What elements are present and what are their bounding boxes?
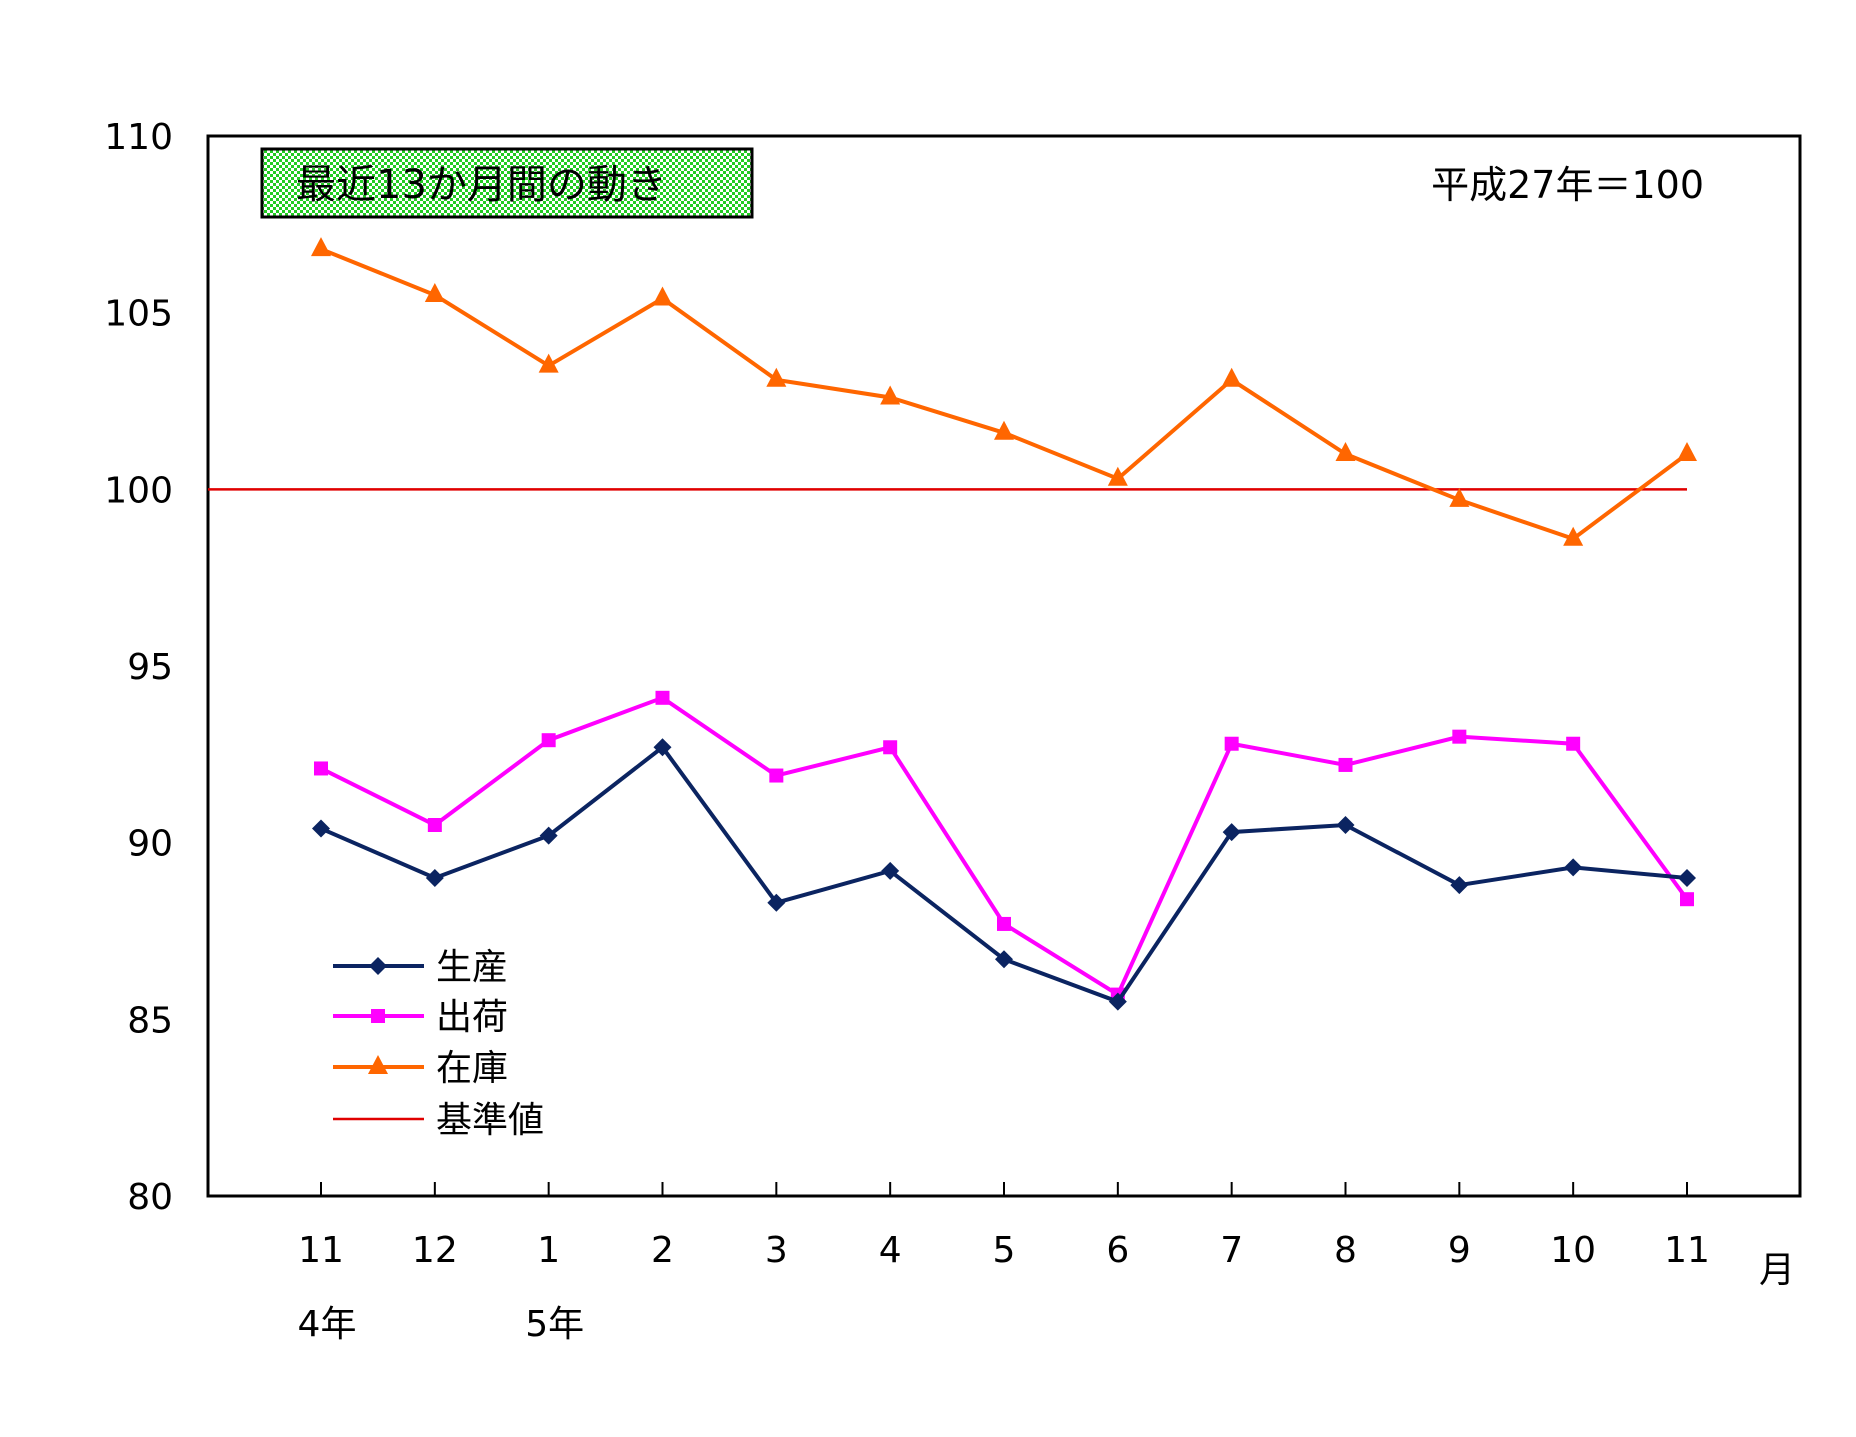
y-tick-label: 95 (127, 647, 173, 688)
data-point-diamond (369, 957, 387, 975)
x-axis-label: 月 (1759, 1250, 1795, 1291)
data-point-triangle (538, 353, 559, 373)
year-label: 4年 (298, 1304, 357, 1345)
data-point-square (883, 740, 898, 755)
chart-title: 最近13か月間の動き (296, 162, 667, 208)
data-point-triangle (1677, 442, 1697, 461)
data-point-square (1566, 736, 1581, 751)
data-point-triangle (880, 385, 901, 405)
data-point-diamond (312, 819, 330, 838)
data-point-triangle (1563, 526, 1584, 546)
data-point-diamond (425, 869, 444, 887)
data-point-square (371, 1009, 385, 1023)
plot-area (206, 134, 1802, 1198)
data-point-square (769, 768, 784, 783)
y-tick-label: 110 (104, 117, 173, 158)
x-tick-label: 11 (298, 1230, 344, 1271)
x-tick-label: 10 (1550, 1230, 1596, 1271)
x-tick-label: 4 (879, 1230, 902, 1271)
chart-title-box: 最近13か月間の動き (260, 147, 754, 219)
y-tick-label: 90 (127, 824, 173, 865)
legend-item: 基準値 (333, 1100, 544, 1141)
y-tick-label: 85 (127, 1000, 173, 1041)
data-point-square (1680, 892, 1694, 907)
data-point-square (427, 818, 442, 832)
data-point-diamond (539, 826, 558, 845)
legend-label: 在庫 (436, 1048, 508, 1089)
y-tick-label: 100 (104, 470, 173, 511)
data-point-diamond (1450, 876, 1469, 895)
x-tick-label: 12 (412, 1230, 458, 1271)
data-point-square (655, 690, 670, 705)
x-tick-label: 3 (765, 1230, 788, 1271)
data-point-square (1224, 736, 1239, 751)
legend-item: 生産 (333, 947, 508, 988)
series-diamond (312, 738, 1696, 1011)
x-tick-label: 5 (993, 1230, 1016, 1271)
data-point-triangle (652, 286, 673, 306)
x-tick-label: 6 (1106, 1230, 1129, 1271)
data-point-triangle (1449, 487, 1470, 507)
x-tick-label: 1 (537, 1230, 560, 1271)
data-point-triangle (424, 283, 445, 302)
data-point-square (1452, 729, 1467, 744)
data-point-triangle (368, 1055, 388, 1074)
x-tick-label: 9 (1448, 1230, 1471, 1271)
x-tick-label: 2 (651, 1230, 674, 1271)
series-square (314, 690, 1694, 1002)
data-point-triangle (1335, 442, 1356, 461)
legend-label: 基準値 (436, 1100, 544, 1141)
series-triangle (311, 237, 1697, 546)
x-tick-label: 11 (1664, 1230, 1710, 1271)
data-point-triangle (766, 367, 787, 387)
base-year-note: 平成27年＝100 (1431, 163, 1704, 207)
data-point-square (541, 733, 556, 748)
data-point-triangle (1221, 367, 1242, 387)
data-point-diamond (881, 861, 900, 880)
x-tick-label: 8 (1334, 1230, 1357, 1271)
data-point-square (1338, 757, 1353, 772)
data-point-diamond (995, 950, 1013, 969)
y-tick-label: 80 (127, 1177, 173, 1218)
data-point-square (997, 916, 1011, 931)
data-point-diamond (1108, 992, 1127, 1011)
data-point-triangle (994, 420, 1014, 440)
data-point-diamond (653, 738, 672, 757)
data-point-diamond (1678, 869, 1696, 887)
legend-label: 生産 (436, 947, 508, 988)
data-point-triangle (1107, 466, 1128, 486)
legend-label: 出荷 (436, 997, 508, 1038)
data-point-diamond (1222, 823, 1241, 842)
data-point-diamond (1564, 858, 1583, 877)
data-point-square (314, 761, 328, 776)
data-point-diamond (767, 893, 786, 912)
legend-item: 出荷 (333, 997, 508, 1038)
y-tick-label: 105 (104, 294, 173, 335)
legend-item: 在庫 (333, 1048, 508, 1089)
x-tick-label: 7 (1220, 1230, 1243, 1271)
data-point-diamond (1336, 816, 1355, 834)
data-point-triangle (311, 237, 331, 257)
year-label: 5年 (525, 1304, 584, 1345)
